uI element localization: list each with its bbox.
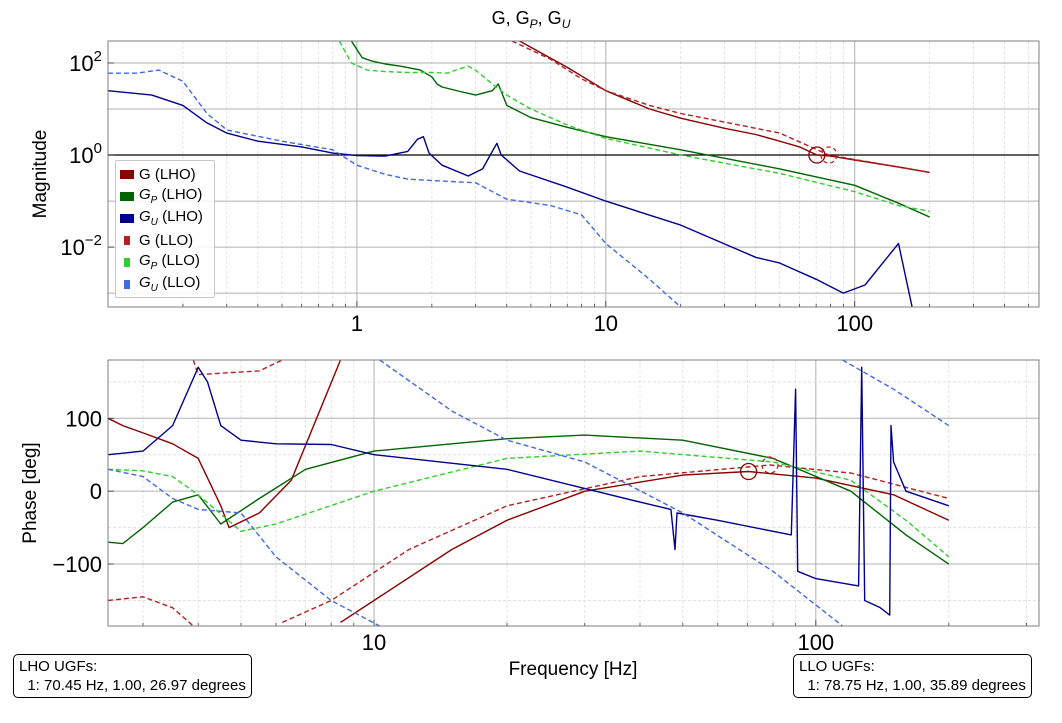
magnitude-frame — [107, 40, 1040, 308]
ugf-marker — [739, 462, 758, 481]
series-line-gp-llo — [338, 41, 930, 212]
phase-grid — [108, 360, 1039, 626]
legend-entry: G (LLO) — [120, 230, 193, 250]
ugf-marker — [761, 456, 779, 474]
x-tick-label: 10 — [362, 630, 386, 655]
legend-entry: GP (LLO) — [120, 252, 200, 272]
y-tick-label: −100 — [52, 552, 102, 577]
phase-frame — [107, 359, 1040, 627]
legend-label: G (LLO) — [139, 231, 194, 249]
y-tick-label: 100 — [69, 140, 102, 168]
legend-entry: GU (LLO) — [120, 274, 200, 294]
magnitude-tick-labels: 1 10 100 102 100 10−2 — [60, 48, 873, 336]
legend-swatch — [120, 213, 134, 223]
legend-entry: G (LHO) — [120, 164, 196, 184]
x-tick-label: 100 — [797, 630, 834, 655]
legend-label: GU (LHO) — [139, 208, 203, 228]
lho-ugf-line: 1: 70.45 Hz, 1.00, 26.97 degrees — [19, 677, 246, 694]
legend-entry: GU (LHO) — [120, 208, 203, 228]
ugf-marker — [820, 146, 838, 164]
legend-swatch — [120, 191, 134, 201]
series-line-gu-llo — [108, 69, 682, 307]
phase-ylabel: Phase [deg] — [20, 442, 41, 543]
phase-plot-area — [108, 360, 1039, 626]
magnitude-plot-area — [108, 41, 1039, 307]
y-tick-label: 0 — [90, 479, 102, 504]
y-tick-label: 100 — [65, 406, 102, 431]
series-line-g-llo — [108, 360, 949, 626]
legend: G (LHO) GP (LHO) GU (LHO) G (LLO) GP (LLO) GU… — [115, 160, 215, 298]
x-tick-label: 1 — [351, 311, 363, 336]
series-line-g-llo — [511, 41, 930, 174]
magnitude-panel: 1 10 100 102 100 10−2 Magnitude — [30, 40, 1040, 336]
legend-label: GU (LLO) — [139, 274, 201, 294]
legend-swatch — [120, 169, 134, 179]
lho-ugf-box: LHO UGFs: 1: 70.45 Hz, 1.00, 26.97 degre… — [13, 654, 252, 698]
legend-swatch — [124, 235, 130, 245]
series-line-gp-lho — [108, 434, 950, 565]
x-tick-label: 100 — [836, 311, 873, 336]
series-line-gu-lho — [108, 90, 913, 307]
legend-label: GP (LLO) — [139, 252, 200, 272]
y-tick-label: 102 — [69, 48, 102, 76]
series-line-gu-llo — [108, 360, 950, 626]
x-tick-label: 10 — [594, 311, 618, 336]
series-line-gp-lho — [350, 41, 930, 218]
phase-xlabel: Frequency [Hz] — [509, 659, 638, 680]
legend-swatch — [124, 257, 130, 267]
figure-title: G, GP, GU — [492, 8, 571, 31]
llo-ugf-box: LLO UGFs: 1: 78.75 Hz, 1.00, 35.89 degre… — [793, 654, 1032, 698]
series-line-gp-llo — [108, 450, 950, 558]
y-tick-label: 10−2 — [60, 232, 102, 260]
llo-ugf-title: LLO UGFs: — [799, 658, 875, 675]
ugf-marker — [808, 146, 826, 164]
llo-ugf-line: 1: 78.75 Hz, 1.00, 35.89 degrees — [799, 677, 1026, 694]
legend-label: G (LHO) — [139, 165, 196, 183]
phase-series — [108, 360, 950, 626]
series-line-gu-lho — [108, 366, 950, 616]
phase-panel: 10 100 100 0 −100 Phase [deg] Frequency [Hz] — [20, 359, 1040, 680]
legend-entry: GP (LHO) — [120, 186, 202, 206]
lho-ugf-title: LHO UGFs: — [19, 658, 98, 675]
series-line-g-lho — [108, 360, 950, 623]
magnitude-ylabel: Magnitude — [30, 130, 51, 219]
phase-tick-labels: 10 100 100 0 −100 — [52, 406, 834, 655]
magnitude-series — [108, 41, 1039, 307]
legend-swatch — [124, 279, 130, 289]
legend-label: GP (LHO) — [139, 186, 203, 206]
